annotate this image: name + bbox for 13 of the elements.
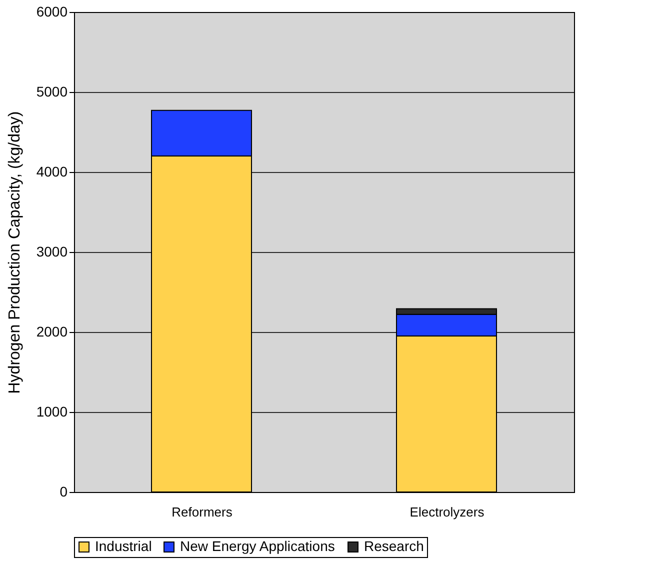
y-tick-label: 5000 [36, 84, 68, 100]
y-tick-label: 1000 [36, 404, 68, 420]
y-axis-title: Hydrogen Production Capacity, (kg/day) [6, 111, 24, 394]
y-tick-label: 4000 [36, 164, 68, 180]
legend-label: New Energy Applications [180, 538, 335, 554]
y-tick-label: 0 [60, 484, 68, 500]
legend-label: Industrial [95, 538, 152, 554]
y-tick-label: 6000 [36, 4, 68, 20]
y-tick-label: 3000 [36, 244, 68, 260]
legend-label: Research [364, 538, 424, 554]
x-tick-label: Electrolyzers [410, 504, 485, 520]
y-tick-label: 2000 [36, 324, 68, 340]
x-tick-label: Reformers [172, 504, 233, 520]
